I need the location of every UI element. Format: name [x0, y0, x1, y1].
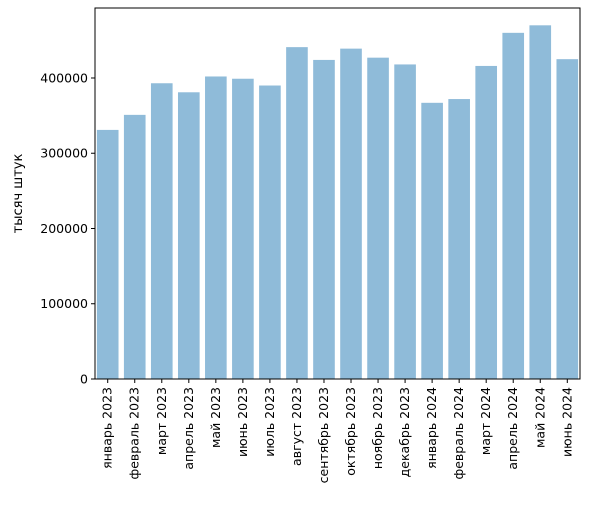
x-tick-label-6: июль 2023 — [262, 387, 277, 457]
y-tick-label-2: 200000 — [40, 221, 88, 236]
bar-15 — [502, 32, 525, 379]
y-tick-label-4: 400000 — [40, 70, 88, 85]
y-tick-label-3: 300000 — [40, 146, 88, 161]
x-tick-label-12: январь 2024 — [424, 387, 439, 469]
y-axis-label: тысяч штук — [11, 154, 26, 234]
x-tick-label-15: апрель 2024 — [505, 387, 520, 470]
y-tick-label-1: 100000 — [40, 296, 88, 311]
x-tick-label-10: ноябрь 2023 — [370, 387, 385, 469]
y-axis: 0 100000 200000 300000 400000 — [40, 70, 95, 387]
x-tick-label-14: март 2024 — [478, 387, 493, 455]
bar-4 — [205, 76, 227, 380]
bar-12 — [421, 102, 443, 380]
bar-10 — [367, 57, 389, 379]
x-tick-label-0: январь 2023 — [100, 387, 115, 469]
bar-13 — [448, 99, 470, 379]
x-tick-label-9: октябрь 2023 — [343, 387, 358, 476]
x-tick-label-16: май 2024 — [532, 387, 547, 448]
plot-frame — [94, 7, 581, 380]
x-tick-label-3: апрель 2023 — [181, 387, 196, 470]
bar-6 — [259, 85, 281, 379]
bar-1 — [123, 114, 146, 379]
bar-0 — [96, 129, 119, 379]
x-tick-label-2: март 2023 — [154, 387, 169, 455]
x-tick-label-11: декабрь 2023 — [397, 387, 412, 477]
bars-group — [96, 25, 579, 380]
x-tick-label-5: июнь 2023 — [235, 387, 250, 457]
bar-16 — [529, 25, 552, 379]
bar-8 — [313, 59, 335, 379]
bar-9 — [340, 48, 362, 380]
x-tick-label-8: сентябрь 2023 — [316, 387, 331, 483]
x-tick-label-1: февраль 2023 — [127, 387, 142, 479]
x-axis: январь 2023 февраль 2023 март 2023 апрель 2… — [100, 379, 574, 483]
bar-17 — [556, 59, 579, 379]
bar-5 — [232, 78, 254, 379]
x-tick-label-4: май 2023 — [208, 387, 223, 448]
x-tick-label-13: февраль 2024 — [451, 387, 466, 480]
x-tick-label-7: август 2023 — [289, 387, 304, 466]
x-tick-label-17: июнь 2024 — [559, 387, 574, 457]
bar-3 — [177, 92, 200, 380]
bar-7 — [286, 47, 308, 380]
bar-2 — [150, 83, 173, 380]
bar-11 — [394, 64, 416, 380]
y-tick-label-0: 0 — [80, 372, 88, 387]
bar-14 — [475, 65, 498, 379]
